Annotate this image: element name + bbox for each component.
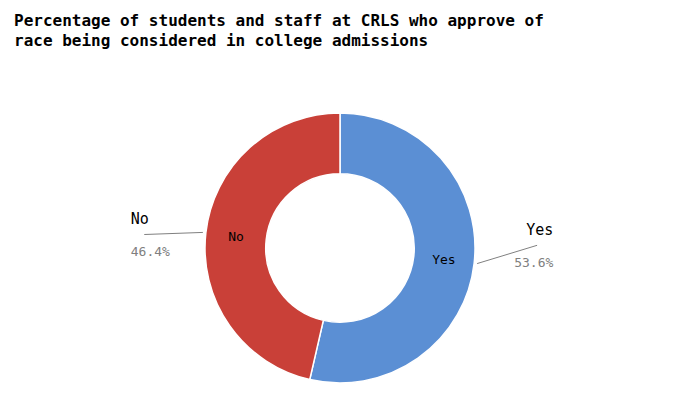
- chart: Percentage of students and staff at CRLS…: [0, 0, 681, 417]
- title: Percentage of students and staff at CRLS…: [14, 11, 544, 50]
- background: [0, 0, 681, 417]
- connector-line: [144, 232, 203, 234]
- percent-label: 53.6%: [514, 255, 553, 270]
- slice: [205, 113, 340, 380]
- connector-line: [477, 245, 537, 263]
- page: {"chart_data": {"type": "donut", "title"…: [0, 0, 681, 417]
- slice-label: Yes: [432, 252, 455, 267]
- title-line: race being considered in college admissi…: [14, 31, 428, 50]
- percent-label: 46.4%: [131, 244, 170, 259]
- slice-label: No: [228, 229, 244, 244]
- title-line: Percentage of students and staff at CRLS…: [14, 11, 544, 30]
- chart-container: Percentage of students and staff at CRLS…: [0, 0, 681, 417]
- labels: Yes Yes 53.6% No No 46.4%: [131, 210, 554, 270]
- outside-label: Yes: [526, 221, 553, 239]
- slices: [205, 113, 475, 383]
- outside-label: No: [131, 210, 149, 228]
